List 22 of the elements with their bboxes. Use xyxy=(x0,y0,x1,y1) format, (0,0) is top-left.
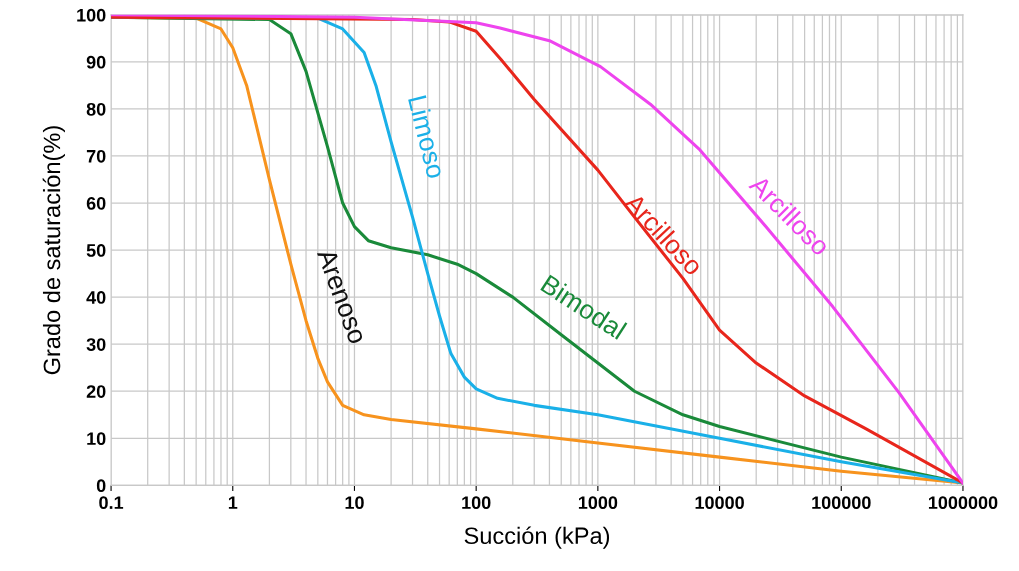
x-tick-label: 1000000 xyxy=(928,496,998,510)
y-tick-label: 60 xyxy=(86,196,106,210)
x-tick-label: 10 xyxy=(345,496,364,510)
y-tick-label: 50 xyxy=(86,244,106,257)
x-tick-label: 1000 xyxy=(578,496,618,510)
text: Limoso xyxy=(407,95,447,180)
y-tick-label: 90 xyxy=(86,55,106,69)
x-axis-title: Succión (kPa) xyxy=(464,526,610,549)
y-tick-label: 80 xyxy=(86,102,106,116)
x-tick-label: 10000 xyxy=(695,496,744,510)
y-tick-label: 100 xyxy=(77,8,106,22)
y-tick-label: 0 xyxy=(96,479,106,493)
y-tick-label: 20 xyxy=(86,385,106,398)
y-tick-label: 70 xyxy=(86,149,106,163)
x-tick-label: 100000 xyxy=(812,496,871,510)
y-axis-title: Grado de saturación(%) xyxy=(42,126,65,375)
x-tick-label: 1 xyxy=(228,496,238,509)
y-tick-label: 40 xyxy=(86,291,106,304)
x-tick-label: 100 xyxy=(462,496,491,510)
y-tick-label: 10 xyxy=(87,432,106,446)
x-tick-label: 0.1 xyxy=(99,496,124,510)
y-tick-label: 30 xyxy=(86,338,106,351)
